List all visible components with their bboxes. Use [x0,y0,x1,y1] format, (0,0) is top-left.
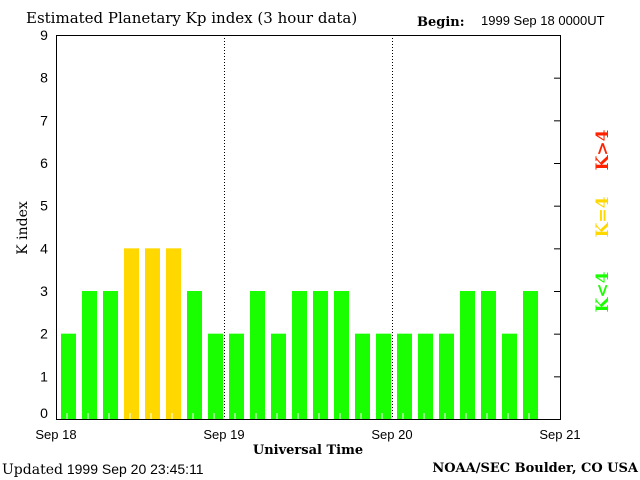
kp-bar [292,291,307,419]
y-tick-label: 7 [40,112,48,128]
y-tick-label: 5 [40,198,48,214]
y-tick-label: 4 [40,240,48,256]
kp-bar [103,291,118,419]
x-tick-label: Sep 18 [35,427,76,442]
y-tick-label: 0 [40,405,48,421]
x-tick-label: Sep 19 [203,427,244,442]
kp-bar [250,291,265,419]
kp-bar [502,333,517,419]
begin-value: 1999 Sep 18 0000UT [481,13,605,28]
kp-bar [145,248,160,419]
updated-timestamp: Updated 1999 Sep 20 23:45:11 [2,461,204,478]
kp-bar [187,291,202,419]
legend-item: K>4 [593,129,613,170]
kp-bar [460,291,475,419]
y-tick-label: 2 [40,326,48,342]
kp-bar [166,248,181,419]
kp-bar [208,333,223,419]
kp-bar [376,333,391,419]
updated-label: Updated [2,462,63,478]
x-tick-label: Sep 20 [371,427,412,442]
kp-bar [124,248,139,419]
kp-bar [313,291,328,419]
y-tick-label: 1 [40,368,48,384]
kp-bar [61,333,76,419]
kp-bar [523,291,538,419]
begin-label: Begin: [417,15,465,30]
kp-bar [397,333,412,419]
kp-bar [439,333,454,419]
kp-bar [334,291,349,419]
kp-bar [355,333,370,419]
updated-value: 1999 Sep 20 23:45:11 [66,461,204,477]
y-tick-label: 3 [40,283,48,299]
y-axis-label: K index [15,201,31,255]
y-tick-label: 9 [40,27,48,43]
chart-title: Estimated Planetary Kp index (3 hour dat… [26,9,358,27]
x-axis-label: Universal Time [253,443,363,458]
credit: NOAA/SEC Boulder, CO USA [432,461,638,476]
y-tick-label: 6 [40,155,48,171]
kp-bar [271,333,286,419]
legend-item: K=4 [593,196,613,237]
kp-bar [229,333,244,419]
plot-frame [56,35,561,420]
kp-bar [82,291,97,419]
y-tick-label: 8 [40,70,48,86]
x-tick-label: Sep 21 [539,427,580,442]
kp-bar [418,333,433,419]
kp-bar [481,291,496,419]
legend-item: K<4 [593,271,613,312]
